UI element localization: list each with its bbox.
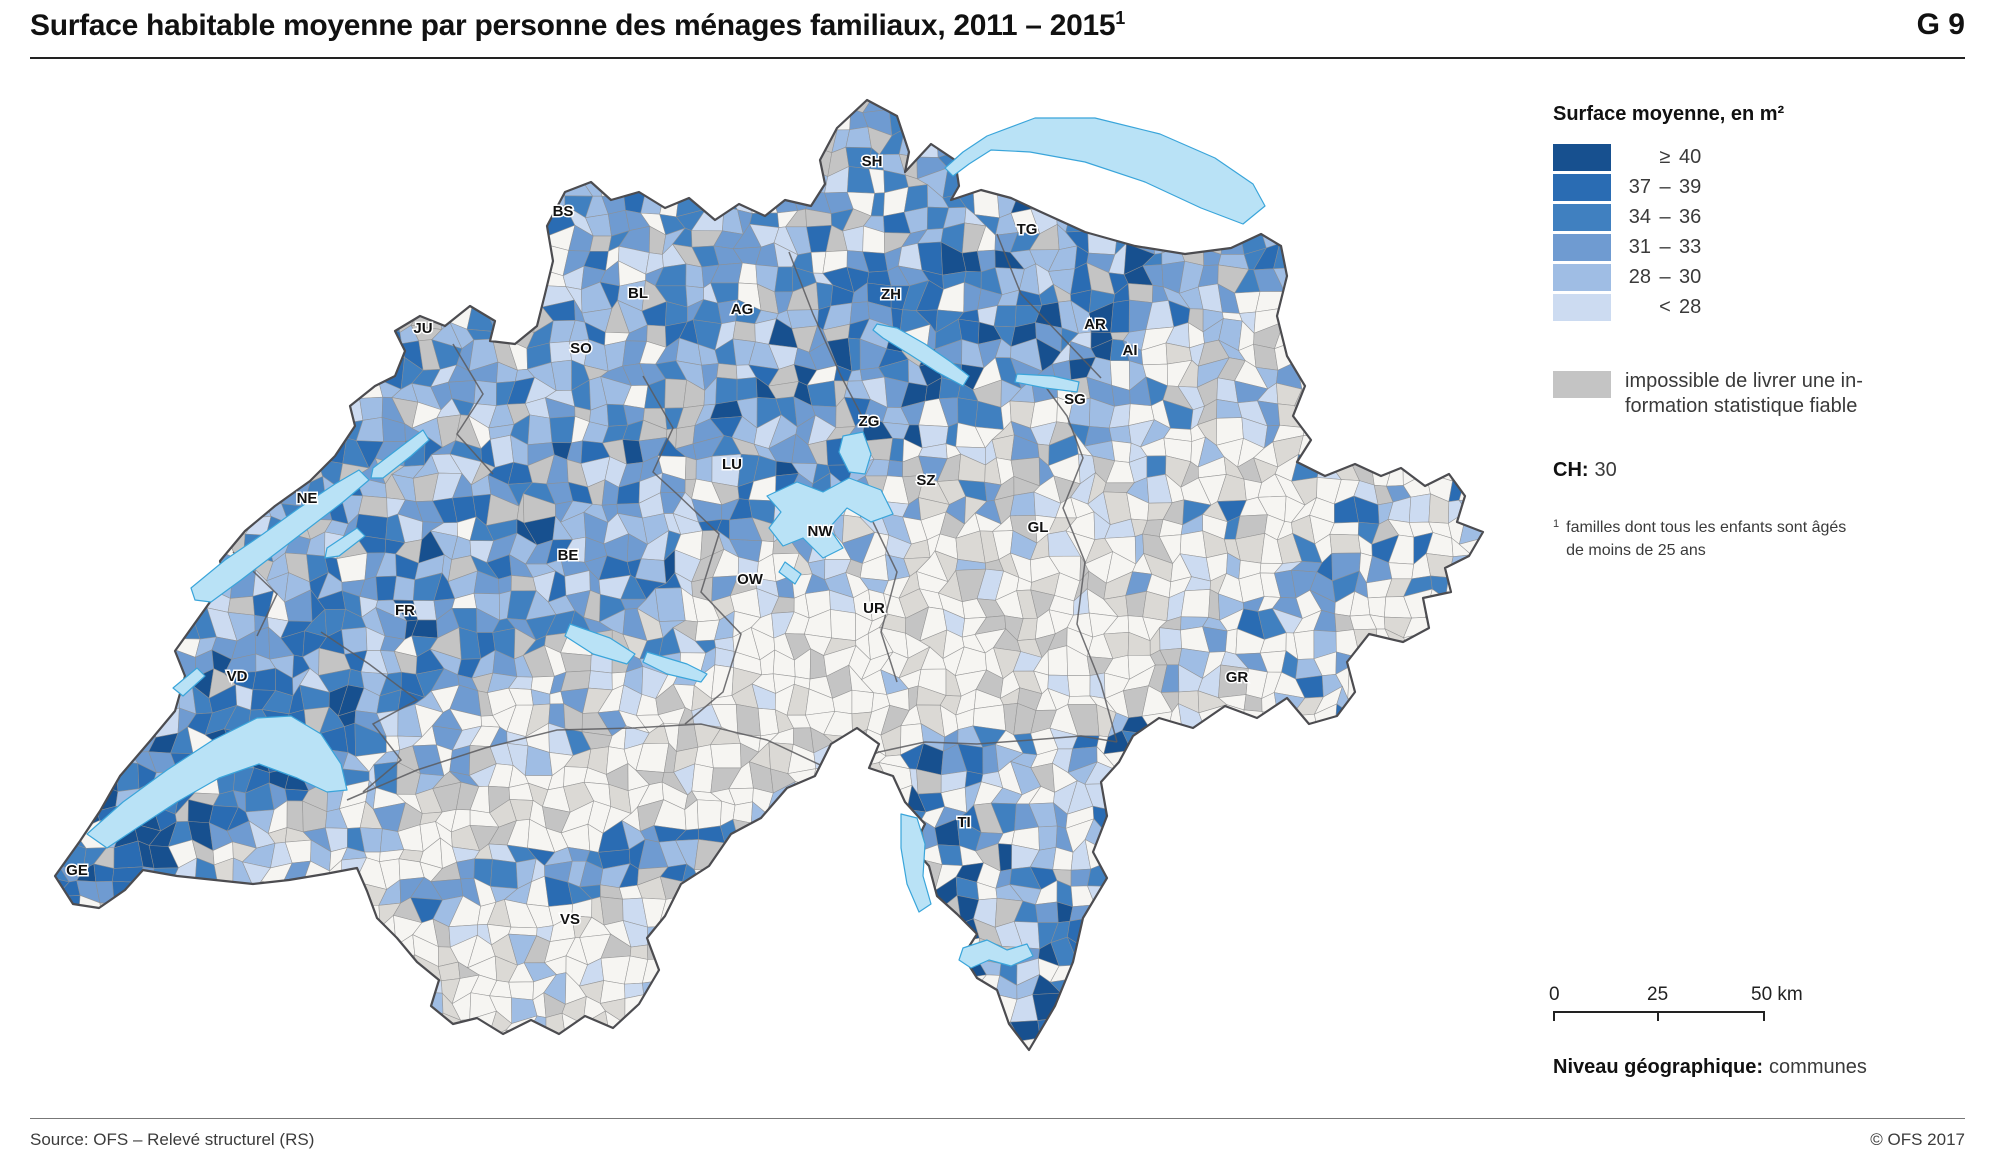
lake-brienz — [642, 651, 708, 683]
canton-label-OW: OW — [737, 571, 764, 588]
figure-header: Surface habitable moyenne par personne d… — [30, 8, 1965, 43]
canton-label-GR: GR — [1226, 669, 1249, 686]
canton-label-NW: NW — [808, 523, 834, 540]
canton-label-AG: AG — [731, 301, 754, 318]
map-container: SH BS TG BL ZH AG JU SO AR AI SG ZG NE LU SZ NW GL BE OW UR… — [20, 66, 1490, 1076]
scale-tick-25 — [1657, 1013, 1659, 1021]
legend-swatch-class-5 — [1553, 264, 1611, 291]
canton-label-NE: NE — [297, 490, 318, 507]
legend-class-row: ≥40 — [1553, 144, 1993, 171]
scale-label-25: 25 — [1647, 984, 1669, 1005]
geo-level: Niveau géographique: communes — [1553, 1056, 1867, 1078]
lake-biel — [370, 429, 430, 479]
canton-label-JU: JU — [413, 320, 432, 337]
lake-maggiore — [900, 813, 932, 913]
lake-murten — [324, 527, 366, 559]
canton-label-ZH: ZH — [881, 286, 901, 303]
scale-bar: 0 25 50 km — [1549, 984, 1853, 1021]
footnote-text: familles dont tous les enfants sont âgés… — [1566, 519, 1847, 560]
canton-label-SZ: SZ — [916, 472, 935, 489]
legend-range: 34–36 — [1628, 206, 1702, 228]
canton-label-SO: SO — [570, 340, 592, 357]
legend-range: ≥40 — [1659, 146, 1702, 168]
scale-line — [1553, 1011, 1765, 1021]
scale-label-50: 50 km — [1751, 984, 1803, 1005]
legend-class-row: 37–39 — [1553, 174, 1993, 201]
legend-class-row: <28 — [1553, 294, 1993, 321]
legend-class-row: 31–33 — [1553, 234, 1993, 261]
legend-class-row: 34–36 — [1553, 204, 1993, 231]
page-title-text: Surface habitable moyenne par personne d… — [30, 9, 1116, 42]
legend-swatch-class-6 — [1553, 294, 1611, 321]
page-title: Surface habitable moyenne par personne d… — [30, 8, 1125, 43]
canton-label-BS: BS — [553, 203, 574, 220]
legend-range: 28–30 — [1628, 266, 1702, 288]
lake-geneva — [86, 715, 348, 849]
source-text: Source: OFS – Relevé structurel (RS) — [30, 1130, 315, 1149]
canton-label-TG: TG — [1017, 221, 1038, 238]
legend-swatch-nodata — [1553, 371, 1611, 398]
lakes — [86, 117, 1266, 969]
lake-sarnen — [778, 561, 802, 585]
legend-nodata-row: impossible de livrer une in- formation s… — [1553, 369, 1993, 419]
legend-swatch-class-3 — [1553, 204, 1611, 231]
footer-divider — [30, 1118, 1965, 1119]
lake-lucerne — [766, 477, 894, 559]
canton-label-ZG: ZG — [859, 413, 880, 430]
canton-label-LU: LU — [722, 456, 742, 473]
lake-zug — [838, 431, 872, 475]
legend-range: <28 — [1659, 296, 1702, 318]
legend: Surface moyenne, en m² ≥40 37–39 34–36 3… — [1553, 103, 1993, 562]
canton-label-FR: FR — [395, 602, 415, 619]
canton-label-BE: BE — [558, 547, 579, 564]
legend-class-row: 28–30 — [1553, 264, 1993, 291]
canton-label-AR: AR — [1084, 316, 1106, 333]
lake-joux — [172, 667, 206, 697]
canton-label-TI: TI — [957, 814, 970, 831]
scale-tick-0 — [1553, 1013, 1555, 1021]
figure-id: G 9 — [1916, 8, 1965, 41]
legend-range: 37–39 — [1628, 176, 1702, 198]
map-svg: SH BS TG BL ZH AG JU SO AR AI SG ZG NE LU SZ NW GL BE OW UR… — [53, 98, 1485, 1052]
scale-label-0: 0 — [1549, 984, 1560, 1005]
canton-label-VS: VS — [560, 911, 580, 928]
canton-label-VD: VD — [227, 668, 248, 685]
legend-swatch-class-2 — [1553, 174, 1611, 201]
footnote: 1 familles dont tous les enfants sont âg… — [1553, 516, 1993, 562]
canton-borders — [232, 233, 1118, 819]
canton-label-SG: SG — [1064, 391, 1086, 408]
canton-label-GL: GL — [1028, 519, 1049, 536]
title-footnote-marker: 1 — [1115, 8, 1125, 28]
lake-neuchatel — [190, 469, 370, 603]
legend-swatch-class-4 — [1553, 234, 1611, 261]
scale-labels: 0 25 50 km — [1549, 984, 1853, 1008]
lake-walen — [1014, 373, 1080, 393]
legend-title: Surface moyenne, en m² — [1553, 103, 1785, 125]
canton-label-BL: BL — [628, 285, 648, 302]
country-outline — [53, 98, 1485, 1052]
canton-label-SH: SH — [862, 153, 883, 170]
canton-labels: SH BS TG BL ZH AG JU SO AR AI SG ZG NE LU SZ NW GL BE OW UR… — [65, 152, 1250, 930]
copyright-text: © OFS 2017 — [1870, 1130, 1965, 1149]
canton-label-AI: AI — [1123, 342, 1138, 359]
lake-thun — [564, 623, 636, 665]
legend-swatch-class-1 — [1553, 144, 1611, 171]
lake-zurich — [872, 323, 970, 387]
legend-nodata-label: impossible de livrer une in- formation s… — [1625, 370, 1863, 417]
header-divider — [30, 57, 1965, 59]
legend-range: 31–33 — [1628, 236, 1702, 258]
ch-average: CH: 30 — [1553, 459, 1617, 481]
canton-label-UR: UR — [863, 600, 885, 617]
footer: Source: OFS – Relevé structurel (RS) © O… — [30, 1130, 1965, 1150]
scale-tick-50 — [1763, 1013, 1765, 1021]
canton-label-GE: GE — [66, 862, 88, 879]
lake-constance — [944, 117, 1266, 225]
lake-lugano — [958, 939, 1034, 969]
